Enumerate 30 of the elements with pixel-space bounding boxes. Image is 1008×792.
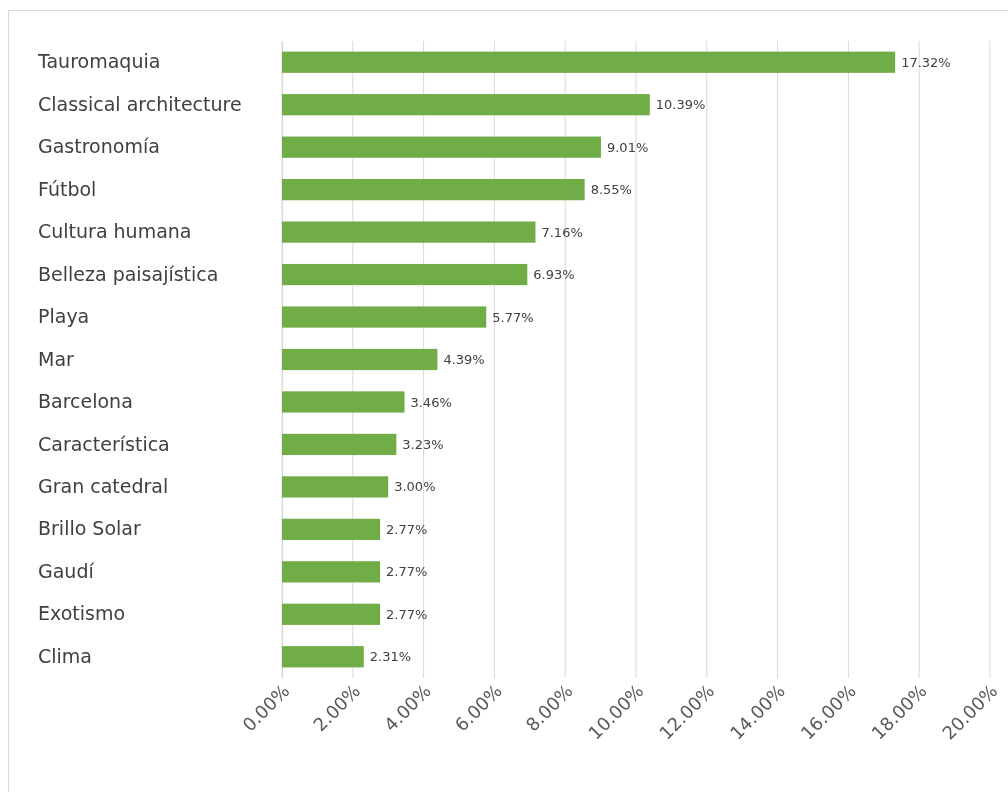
data-label: 8.55%: [590, 182, 632, 198]
data-label: 2.77%: [386, 521, 428, 537]
data-label: 3.46%: [410, 394, 452, 410]
y-tick-label: Cultura humana: [38, 220, 192, 243]
data-label: 4.39%: [443, 352, 485, 368]
data-label: 9.01%: [606, 139, 649, 155]
y-tick-label: Mar: [38, 347, 75, 370]
data-label: 2.31%: [369, 649, 412, 665]
data-label: 5.77%: [492, 309, 534, 325]
y-tick-label: Brillo Solar: [38, 517, 141, 540]
data-label: 2.77%: [386, 564, 428, 580]
data-label: 17.32%: [901, 54, 951, 70]
y-tick-label: Classical architecture: [38, 92, 242, 115]
y-tick-label: Gastronomía: [38, 135, 160, 158]
y-tick-label: Gran catedral: [38, 474, 169, 497]
y-tick-label: Tauromaquia: [37, 50, 161, 73]
data-label: 3.23%: [402, 436, 444, 452]
y-tick-label: Gaudí: [38, 559, 95, 582]
y-tick-label: Barcelona: [38, 390, 133, 413]
data-label: 2.77%: [386, 606, 428, 622]
y-tick-label: Fútbol: [38, 177, 97, 200]
y-tick-label: Característica: [38, 432, 170, 455]
y-tick-label: Belleza paisajística: [38, 262, 219, 285]
y-tick-label: Clima: [38, 644, 92, 667]
data-label: 6.93%: [533, 267, 575, 283]
data-label: 3.00%: [394, 479, 436, 495]
y-tick-label: Playa: [38, 305, 90, 328]
y-tick-label: Exotismo: [38, 602, 126, 625]
data-label: 10.39%: [655, 97, 706, 113]
data-label: 7.16%: [541, 224, 583, 240]
